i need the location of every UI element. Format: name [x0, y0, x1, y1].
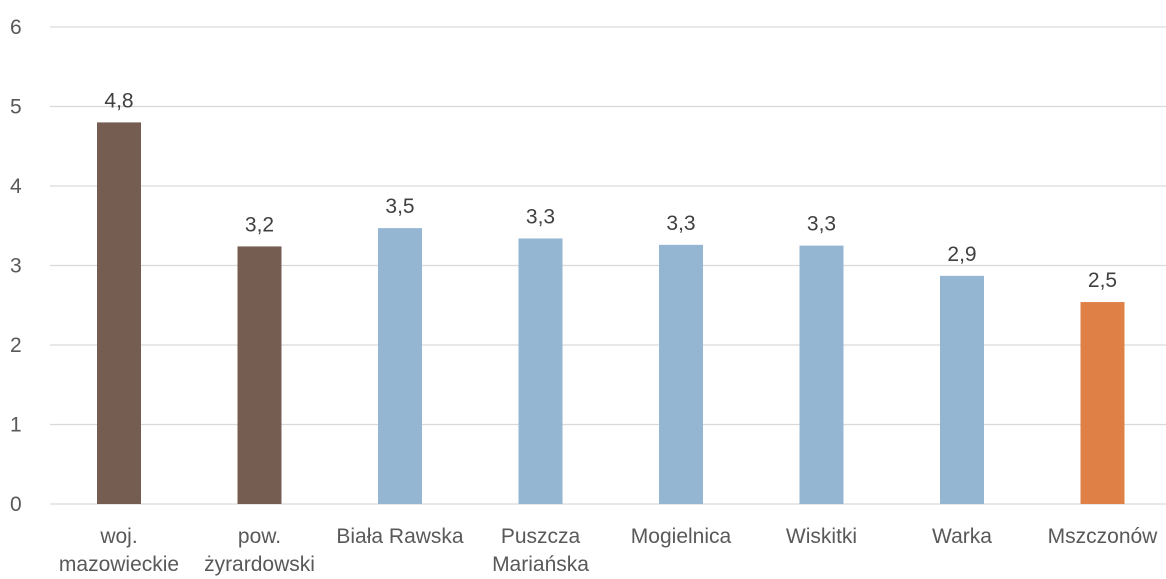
bar: [237, 246, 282, 505]
bar: [799, 245, 844, 504]
data-label: 2,9: [947, 243, 976, 266]
data-label: 3,5: [385, 195, 414, 218]
x-category-label: Mariańska: [492, 553, 589, 576]
data-labels: 4,8 3,2 3,5 3,3 3,3 3,3 2,9 2,5: [104, 89, 1117, 292]
y-tick-label: 1: [10, 414, 22, 437]
data-label: 3,2: [245, 213, 274, 236]
bar: [97, 122, 141, 505]
data-label: 4,8: [104, 89, 133, 112]
y-tick-label: 4: [10, 175, 22, 198]
bar: [518, 238, 563, 504]
data-label: 3,3: [526, 205, 555, 228]
data-label: 3,3: [807, 213, 836, 236]
y-tick-label: 0: [10, 493, 22, 516]
y-axis-tick-labels: 0 1 2 3 4 5 6: [10, 16, 22, 516]
bar: [659, 244, 703, 504]
x-category-label: pow.: [238, 525, 281, 548]
data-label: 3,3: [666, 212, 695, 235]
y-tick-label: 6: [10, 16, 22, 39]
x-category-label: Biała Rawska: [336, 525, 464, 548]
bar: [378, 228, 422, 504]
x-category-label: Wiskitki: [786, 525, 857, 548]
x-category-label: woj.: [99, 525, 137, 548]
y-tick-label: 2: [10, 334, 22, 357]
bar: [940, 275, 984, 504]
x-axis-category-labels: woj. mazowieckie pow. żyrardowski Biała Raws…: [59, 525, 1158, 576]
x-category-label: żyrardowski: [204, 553, 315, 576]
data-label: 2,5: [1088, 269, 1117, 292]
x-category-label: mazowieckie: [59, 553, 179, 576]
x-category-label: Mszczonów: [1048, 525, 1159, 548]
bars: [97, 122, 1125, 505]
x-category-label: Mogielnica: [631, 525, 732, 548]
bar: [1080, 302, 1125, 504]
x-category-label: Warka: [932, 525, 992, 548]
x-category-label: Puszcza: [501, 525, 581, 548]
y-tick-label: 3: [10, 255, 22, 278]
y-tick-label: 5: [10, 96, 22, 119]
gridlines: [50, 26, 1166, 505]
